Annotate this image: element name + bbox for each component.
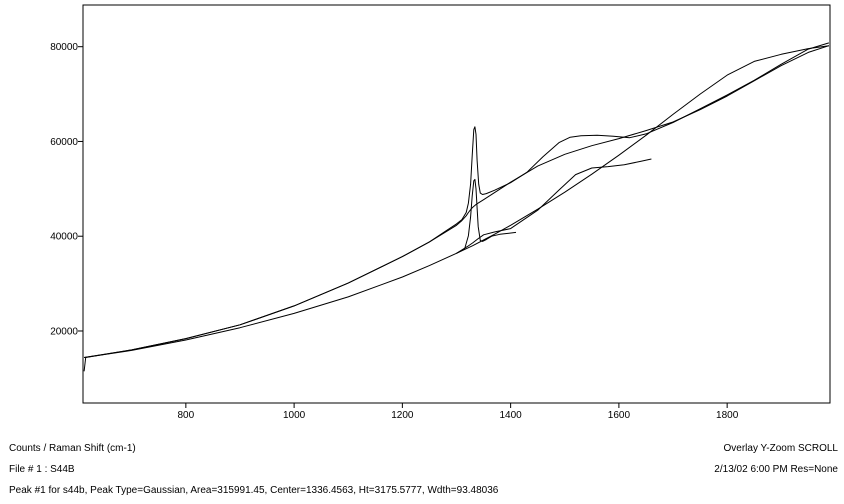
x-tick-label: 1000 [283,410,306,421]
x-tick-label: 800 [178,410,195,421]
series-line-4 [456,158,652,254]
peak-info-label: Peak #1 for s44b, Peak Type=Gaussian, Ar… [9,485,499,496]
series-line-3 [84,45,829,358]
y-tick-label: 20000 [50,326,78,337]
y-axis: 20000 40000 60000 80000 [50,42,83,337]
x-tick-label: 1600 [608,410,631,421]
y-tick-label: 60000 [50,137,78,148]
x-axis: 800 1000 1200 1400 1600 1800 [178,403,739,421]
axis-units-label: Counts / Raman Shift (cm-1) [9,443,136,454]
plot-frame [82,4,831,404]
y-tick-label: 40000 [50,232,78,243]
view-mode-label: Overlay Y-Zoom SCROLL [723,443,839,454]
series-line-2 [84,45,830,358]
x-tick-label: 1200 [391,410,414,421]
series-layer [83,42,830,372]
y-tick-label: 80000 [50,42,78,53]
file-label: File # 1 : S44B [9,464,75,475]
x-tick-label: 1800 [716,410,739,421]
x-tick-label: 1400 [500,410,523,421]
timestamp-label: 2/13/02 6:00 PM Res=None [714,464,838,475]
series-line-5 [456,178,517,254]
